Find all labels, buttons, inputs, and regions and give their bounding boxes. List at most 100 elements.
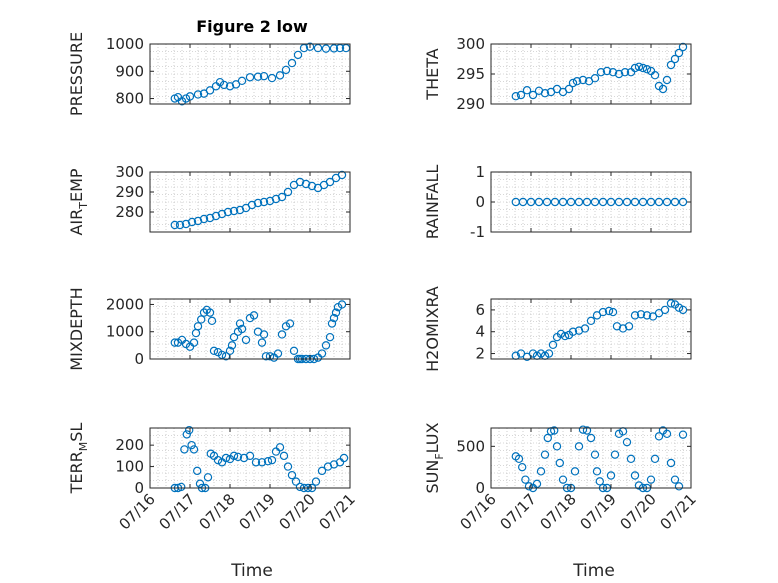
data-point: [586, 316, 596, 326]
x-tick-label: 07/20: [276, 490, 319, 533]
series-markers: [511, 197, 688, 207]
data-point: [674, 303, 684, 312]
data-point: [590, 197, 600, 207]
y-axis-label: PRESSURE: [67, 32, 86, 116]
minor-grid: [150, 44, 350, 104]
data-point: [181, 219, 191, 229]
data-point: [582, 426, 592, 435]
data-point: [662, 197, 672, 207]
data-point: [630, 63, 640, 73]
y-tick-label: 500: [456, 437, 485, 455]
y-tick-label: 2: [475, 345, 485, 363]
data-point: [203, 473, 213, 482]
data-point: [170, 338, 179, 347]
data-point: [279, 451, 289, 461]
y-axis-label: AIRTEMP: [67, 168, 90, 235]
data-point: [229, 451, 239, 461]
data-point: [189, 445, 199, 454]
minor-grid: [150, 428, 350, 488]
data-point: [253, 72, 263, 81]
data-point: [630, 197, 640, 207]
data-point: [578, 75, 588, 85]
data-point: [193, 216, 203, 226]
data-point: [582, 197, 592, 207]
data-point: [267, 455, 277, 465]
y-tick-label: 800: [115, 90, 144, 108]
data-point: [209, 346, 219, 356]
data-point: [654, 432, 664, 441]
y-tick-label: 4: [475, 323, 485, 341]
series-markers: [170, 170, 347, 230]
data-point: [293, 50, 303, 60]
y-axis-label: TERRMSL: [67, 423, 90, 495]
y-tick-label: 300: [456, 35, 485, 53]
data-point: [181, 94, 191, 103]
series-markers: [511, 299, 688, 362]
data-point: [614, 197, 624, 207]
data-point: [674, 48, 684, 58]
x-tick-label: 07/20: [617, 490, 660, 533]
data-point: [518, 197, 528, 207]
data-point: [662, 429, 672, 439]
x-tick-label: 07/21: [316, 490, 359, 533]
data-point: [196, 315, 206, 324]
data-point: [337, 300, 347, 309]
x-axis-label-left: Time: [230, 561, 273, 581]
data-point: [548, 340, 558, 350]
data-point: [281, 65, 291, 75]
data-point: [187, 440, 196, 450]
data-point: [257, 338, 267, 347]
data-point: [638, 63, 648, 73]
axes-box: [490, 427, 692, 489]
axes-box: [149, 427, 351, 489]
data-point: [263, 457, 273, 466]
minor-grid: [491, 44, 691, 104]
data-point: [596, 67, 606, 77]
axes-box: [149, 298, 351, 360]
data-point: [289, 346, 299, 356]
data-point: [662, 75, 672, 85]
data-point: [650, 454, 660, 464]
data-point: [205, 213, 215, 223]
data-point: [590, 73, 600, 83]
y-tick-label: 6: [475, 301, 485, 319]
series-markers: [511, 42, 688, 101]
y-tick-label: 300: [115, 163, 144, 181]
data-point: [670, 197, 680, 207]
y-tick-label: 1000: [106, 323, 144, 341]
data-point: [550, 426, 559, 435]
data-point: [552, 442, 562, 451]
subplot-theta: 290 295 300 THETA: [423, 35, 692, 113]
data-point: [257, 458, 267, 467]
data-point: [233, 452, 243, 462]
data-point: [307, 181, 317, 191]
data-point: [253, 198, 263, 208]
data-point: [295, 482, 305, 492]
y-tick-label: 0: [134, 479, 144, 497]
data-point: [259, 197, 269, 207]
data-point: [511, 91, 521, 101]
data-point: [622, 437, 632, 447]
data-point: [185, 92, 195, 101]
x-axis-label-right: Time: [572, 561, 615, 581]
data-point: [247, 200, 257, 210]
data-point: [199, 308, 209, 317]
data-point: [271, 194, 281, 204]
data-point: [245, 73, 255, 82]
data-point: [516, 90, 526, 100]
data-point: [654, 197, 664, 207]
series-markers: [170, 42, 351, 106]
data-point: [283, 462, 293, 471]
data-point: [225, 346, 235, 356]
data-point: [610, 450, 620, 459]
data-point: [674, 482, 684, 491]
data-point: [534, 197, 544, 207]
data-point: [670, 54, 680, 64]
data-point: [229, 206, 239, 216]
data-point: [634, 62, 644, 72]
data-point: [536, 349, 546, 358]
data-point: [277, 192, 287, 202]
data-point: [666, 60, 676, 70]
y-tick-label: 280: [115, 203, 144, 221]
axes-box: [149, 43, 351, 105]
